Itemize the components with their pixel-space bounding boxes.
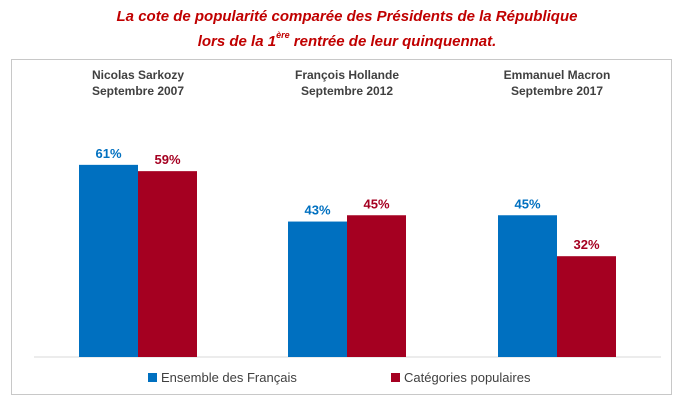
title-superscript: ère: [276, 30, 290, 40]
title-text: lors de la 1: [197, 33, 277, 50]
bar: [79, 164, 138, 357]
data-label: 45%: [363, 196, 389, 211]
legend-swatch: [148, 373, 157, 382]
data-label: 59%: [154, 152, 180, 167]
category-label-name: Emmanuel Macron: [504, 68, 611, 82]
category-label-name: Nicolas Sarkozy: [92, 68, 184, 82]
data-label: 61%: [95, 146, 121, 161]
legend-label: Catégories populaires: [404, 370, 531, 385]
category-label-date: Septembre 2017: [511, 84, 603, 98]
legend-swatch: [391, 373, 400, 382]
bar: [498, 215, 557, 357]
bar: [557, 256, 616, 357]
chart-title-line2: lors de la 1ère rentrée de leur quinquen…: [0, 30, 694, 50]
category-label-date: Septembre 2012: [301, 84, 393, 98]
legend-label: Ensemble des Français: [161, 370, 297, 385]
bar: [347, 215, 406, 357]
data-label: 43%: [304, 203, 330, 218]
chart-title-line1: La cote de popularité comparée des Prési…: [116, 8, 578, 25]
bar: [288, 221, 347, 357]
category-label-name: François Hollande: [295, 68, 399, 82]
title-text-end: rentrée de leur quinquennat.: [289, 33, 497, 50]
category-label-date: Septembre 2007: [92, 84, 184, 98]
chart-frame: [11, 59, 672, 395]
data-label: 45%: [514, 196, 540, 211]
data-label: 32%: [573, 237, 599, 252]
bar: [138, 171, 197, 357]
